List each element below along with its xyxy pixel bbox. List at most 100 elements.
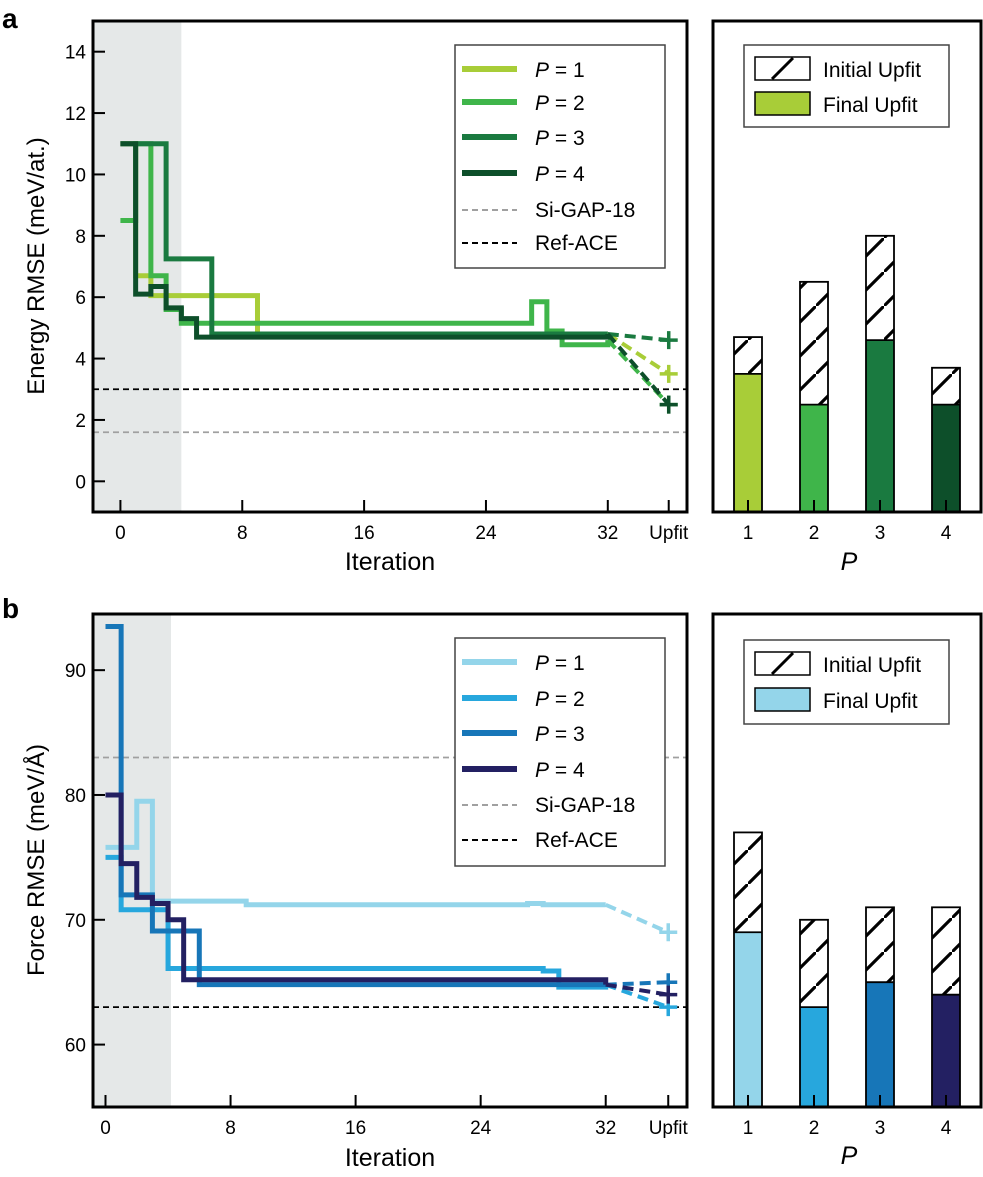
plot-frame bbox=[711, 19, 983, 514]
upfit-dashed-p4 bbox=[605, 982, 669, 997]
legend: P = 1 P = 2 P = 3 P = 4 Si-GAP-18 Ref-AC… bbox=[454, 637, 666, 867]
legend-label-ref: Ref-ACE bbox=[535, 232, 618, 255]
legend-p-symbol: P bbox=[535, 127, 549, 150]
y-tick-label: 12 bbox=[65, 104, 86, 125]
x-axis-label: P bbox=[841, 1142, 858, 1170]
energy-line-chart: P = 1 P = 2 P = 3 P = 4 Si-GAP-18 Ref-AC… bbox=[23, 19, 689, 576]
legend-label-initial: Initial Upfit bbox=[823, 654, 921, 677]
legend-p-value: = 3 bbox=[549, 127, 585, 150]
x-tick-label: 4 bbox=[941, 1118, 952, 1139]
x-tick-label: 2 bbox=[809, 1118, 820, 1139]
upfit-marker-p1 bbox=[659, 923, 678, 942]
legend-p-symbol: P bbox=[535, 759, 549, 782]
legend-label-gap: Si-GAP-18 bbox=[535, 199, 635, 222]
x-tick-label-upfit: Upfit bbox=[649, 523, 689, 544]
y-tick-label: 4 bbox=[75, 350, 86, 371]
legend-swatch-final bbox=[754, 687, 811, 712]
bar-final-upfit-p1 bbox=[734, 373, 762, 512]
legend-p-symbol: P bbox=[535, 688, 549, 711]
legend-swatch-final bbox=[754, 91, 811, 116]
legend-p-symbol: P bbox=[535, 92, 549, 115]
legend-label-p4: P = 4 bbox=[535, 163, 585, 186]
legend-label-p3: P = 3 bbox=[535, 127, 585, 150]
legend-p-symbol: P bbox=[535, 652, 549, 675]
x-tick-label: 8 bbox=[225, 1118, 236, 1139]
legend-p-value: = 2 bbox=[549, 92, 585, 115]
y-tick-label: 90 bbox=[65, 661, 86, 682]
legend-label-p1: P = 1 bbox=[535, 652, 585, 675]
upfit-marker-p3 bbox=[659, 331, 678, 350]
y-axis-label: Force RMSE (meV/Å) bbox=[22, 744, 50, 976]
upfit-dashed-p1 bbox=[604, 902, 670, 935]
legend-label-p2: P = 2 bbox=[535, 688, 585, 711]
x-axis-label: Iteration bbox=[345, 1144, 435, 1172]
legend-label-final: Final Upfit bbox=[823, 94, 918, 117]
x-tick-label: 0 bbox=[115, 523, 126, 544]
y-tick-label: 2 bbox=[75, 411, 86, 432]
y-tick-label: 10 bbox=[65, 165, 86, 186]
plot-frame bbox=[91, 612, 689, 1109]
x-tick-label: 1 bbox=[743, 1118, 754, 1139]
legend-label-final: Final Upfit bbox=[823, 690, 918, 713]
legend-label-p1: P = 1 bbox=[535, 59, 585, 82]
x-axis-label: Iteration bbox=[345, 548, 435, 576]
series-line-p4 bbox=[120, 141, 611, 340]
force-line-chart: P = 1 P = 2 P = 3 P = 4 Si-GAP-18 Ref-AC… bbox=[22, 612, 689, 1172]
legend-label-p3: P = 3 bbox=[535, 723, 585, 746]
y-tick-label: 6 bbox=[75, 288, 86, 309]
upfit-dashed-p3 bbox=[607, 332, 669, 343]
legend-p-value: = 4 bbox=[549, 163, 585, 186]
bar-final-upfit-p4 bbox=[932, 404, 960, 512]
series-line-p1 bbox=[105, 798, 606, 908]
upfit-marker-p4 bbox=[659, 985, 678, 1004]
legend-label-initial: Initial Upfit bbox=[823, 59, 921, 82]
legend-box bbox=[454, 637, 666, 867]
panel-label-b: b bbox=[2, 593, 19, 624]
y-tick-label: 0 bbox=[75, 472, 86, 493]
upfit-dashed-p2 bbox=[605, 982, 669, 1010]
legend-p-value: = 3 bbox=[549, 723, 585, 746]
y-tick-label: 8 bbox=[75, 227, 86, 248]
legend-p-symbol: P bbox=[535, 723, 549, 746]
x-tick-label: 1 bbox=[743, 523, 754, 544]
plot-shade bbox=[93, 614, 171, 1107]
bar-final-upfit-p2 bbox=[800, 404, 828, 512]
legend-p-symbol: P bbox=[535, 163, 549, 186]
upfit-marker-p4 bbox=[659, 395, 678, 414]
upfit-dashed-p4 bbox=[606, 332, 671, 406]
x-tick-label: 8 bbox=[237, 523, 248, 544]
y-axis-label: Energy RMSE (meV/at.) bbox=[23, 137, 50, 394]
x-tick-label: 2 bbox=[809, 523, 820, 544]
x-tick-label: 24 bbox=[475, 523, 497, 544]
legend-label-p4: P = 4 bbox=[535, 759, 585, 782]
y-tick-label: 60 bbox=[65, 1036, 86, 1057]
legend-p-value: = 2 bbox=[549, 688, 585, 711]
legend: P = 1 P = 2 P = 3 P = 4 Si-GAP-18 Ref-AC… bbox=[454, 44, 666, 269]
bar-final-upfit-p1 bbox=[734, 932, 762, 1107]
legend: Initial Upfit Final Upfit bbox=[743, 44, 950, 128]
x-tick-label-upfit: Upfit bbox=[649, 1118, 689, 1139]
bar-final-upfit-p4 bbox=[932, 994, 960, 1107]
y-tick-label: 70 bbox=[65, 911, 86, 932]
x-tick-label: 32 bbox=[597, 523, 618, 544]
legend-p-value: = 4 bbox=[549, 759, 585, 782]
x-tick-label: 24 bbox=[470, 1118, 492, 1139]
legend-label-p2: P = 2 bbox=[535, 92, 585, 115]
x-tick-label: 16 bbox=[345, 1118, 366, 1139]
legend-p-symbol: P bbox=[535, 59, 549, 82]
panel-label-a: a bbox=[2, 3, 18, 34]
legend-label-gap: Si-GAP-18 bbox=[535, 794, 635, 817]
force-bar-chart: Initial Upfit Final Upfit 1 2 3 4 P bbox=[711, 612, 983, 1170]
x-tick-label: 16 bbox=[354, 523, 375, 544]
y-tick-label: 14 bbox=[65, 43, 87, 64]
upfit-dashed-p3 bbox=[605, 980, 669, 987]
legend: Initial Upfit Final Upfit bbox=[743, 639, 950, 725]
x-axis-label: P bbox=[841, 548, 858, 576]
bar-final-upfit-p3 bbox=[866, 340, 894, 512]
x-tick-label: 3 bbox=[875, 1118, 886, 1139]
series-line-p3 bbox=[105, 623, 606, 988]
legend-p-value: = 1 bbox=[549, 652, 585, 675]
series-line-p4 bbox=[105, 792, 609, 985]
y-tick-label: 80 bbox=[65, 786, 86, 807]
